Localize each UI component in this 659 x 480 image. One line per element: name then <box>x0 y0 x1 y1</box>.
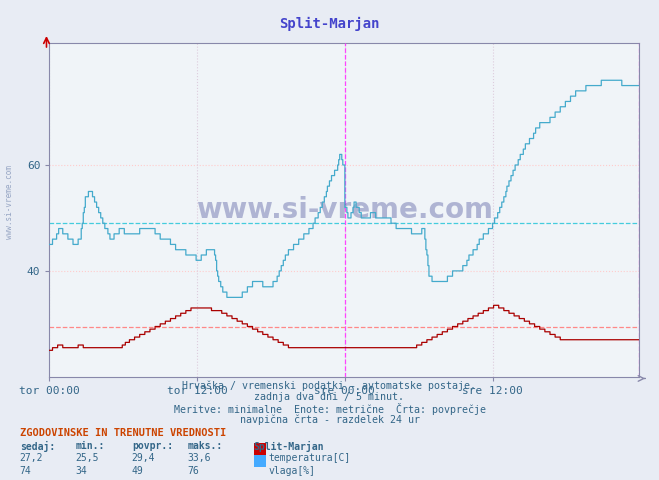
Text: 34: 34 <box>76 466 88 476</box>
Text: ZGODOVINSKE IN TRENUTNE VREDNOSTI: ZGODOVINSKE IN TRENUTNE VREDNOSTI <box>20 428 226 438</box>
Text: Hrvaška / vremenski podatki - avtomatske postaje.: Hrvaška / vremenski podatki - avtomatske… <box>183 380 476 391</box>
Text: Meritve: minimalne  Enote: metrične  Črta: povprečje: Meritve: minimalne Enote: metrične Črta:… <box>173 403 486 415</box>
Text: 74: 74 <box>20 466 32 476</box>
Text: 33,6: 33,6 <box>188 453 212 463</box>
Text: povpr.:: povpr.: <box>132 441 173 451</box>
Text: www.si-vreme.com: www.si-vreme.com <box>5 165 14 239</box>
Text: temperatura[C]: temperatura[C] <box>269 453 351 463</box>
Text: 27,2: 27,2 <box>20 453 43 463</box>
Text: sedaj:: sedaj: <box>20 441 55 452</box>
Text: zadnja dva dni / 5 minut.: zadnja dva dni / 5 minut. <box>254 392 405 402</box>
Text: 76: 76 <box>188 466 200 476</box>
Text: Split-Marjan: Split-Marjan <box>279 17 380 31</box>
Text: 49: 49 <box>132 466 144 476</box>
Text: navpična črta - razdelek 24 ur: navpična črta - razdelek 24 ur <box>239 415 420 425</box>
Text: 29,4: 29,4 <box>132 453 156 463</box>
Text: www.si-vreme.com: www.si-vreme.com <box>196 196 493 224</box>
Text: vlaga[%]: vlaga[%] <box>269 466 316 476</box>
Text: 25,5: 25,5 <box>76 453 100 463</box>
Text: Split-Marjan: Split-Marjan <box>254 441 324 452</box>
Text: min.:: min.: <box>76 441 105 451</box>
Text: maks.:: maks.: <box>188 441 223 451</box>
